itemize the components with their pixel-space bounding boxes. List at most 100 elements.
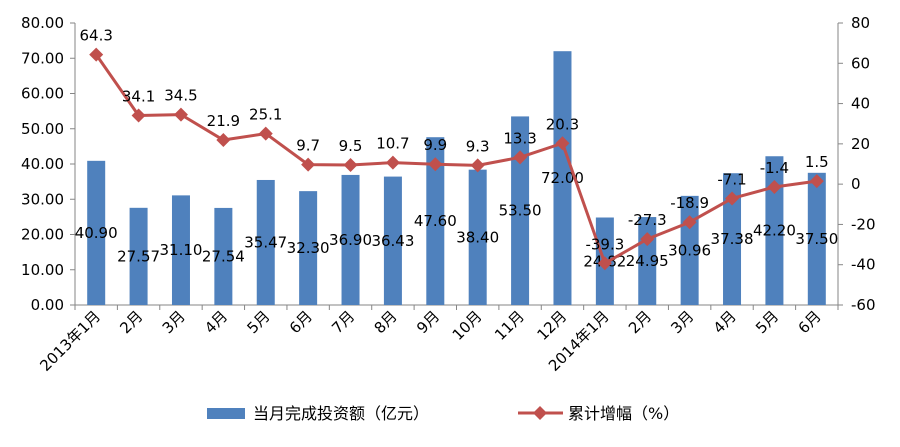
legend-line-label: 累计增幅（%） (568, 404, 679, 423)
bar (426, 137, 445, 305)
legend-bar-label: 当月完成投资额（亿元） (253, 404, 429, 423)
legend-line-marker (533, 406, 547, 420)
line-data-label: 9.7 (296, 137, 320, 155)
bar (553, 51, 572, 306)
line-data-labels: 64.3 34.1 34.5 21.9 25.1 9.7 9.5 10.7 9.9 9.3 13.3… (79, 27, 828, 254)
line-marker (809, 174, 824, 189)
x-tick-label: 6月 (795, 307, 825, 337)
line-data-label: 34.5 (164, 87, 197, 105)
line-marker (385, 155, 400, 170)
bar (468, 169, 487, 305)
right-tick-label: 20 (851, 135, 870, 153)
bar-data-label: 37.50 (795, 230, 838, 248)
line-data-label: 64.3 (79, 27, 112, 45)
line-marker (131, 108, 146, 123)
x-tick-label: 10月 (449, 307, 486, 344)
bar-data-label: 53.50 (499, 202, 542, 220)
right-tick-label: -40 (851, 256, 876, 274)
right-tick-label: 80 (851, 14, 870, 32)
line-data-label: -39.3 (585, 235, 624, 253)
left-tick-label: 80.00 (21, 14, 64, 32)
line-data-label: -18.9 (670, 194, 709, 212)
line-data-label: 25.1 (249, 106, 282, 124)
bar (765, 156, 784, 305)
bar (723, 173, 742, 305)
left-tick-label: 60.00 (21, 85, 64, 103)
line-marker (555, 136, 570, 151)
bar (511, 116, 530, 305)
bar-data-label: 30.96 (668, 241, 711, 259)
bar (807, 172, 826, 305)
left-tick-label: 70.00 (21, 49, 64, 67)
bar-data-label: 36.43 (371, 232, 414, 250)
bar (87, 160, 106, 305)
line-data-label: 9.5 (339, 137, 363, 155)
bar-data-label: 27.54 (202, 247, 245, 265)
left-y-axis: 0.00 10.00 20.00 30.00 40.00 50.00 60.00 70.00 8… (21, 14, 75, 314)
x-tick-label: 2月 (116, 307, 146, 337)
line-data-label: -1.4 (760, 159, 789, 177)
line-marker (640, 232, 655, 247)
bar (256, 179, 275, 305)
line-marker (173, 107, 188, 122)
left-tick-label: 20.00 (21, 226, 64, 244)
x-tick-label: 3月 (159, 307, 189, 337)
x-tick-label: 5月 (752, 307, 782, 337)
line-marker (428, 157, 443, 172)
legend: 当月完成投资额（亿元） 累计增幅（%） (207, 404, 679, 423)
line-marker (597, 256, 612, 271)
x-tick-label: 5月 (243, 307, 273, 337)
line-marker (89, 47, 104, 62)
line-data-label: 21.9 (207, 112, 240, 130)
left-tick-label: 10.00 (21, 261, 64, 279)
right-y-axis: -60 -40 -20 0 20 40 60 80 (838, 14, 876, 314)
bar-data-label: 38.40 (456, 228, 499, 246)
left-tick-label: 40.00 (21, 155, 64, 173)
line-marker (682, 215, 697, 230)
line-marker (725, 191, 740, 206)
bar-data-label: 35.47 (244, 233, 287, 251)
bar-data-label: 32.30 (287, 239, 330, 257)
x-tick-label: 4月 (710, 307, 740, 337)
x-tick-label: 11月 (491, 307, 528, 344)
left-tick-label: 0.00 (31, 296, 64, 314)
line-marker (513, 150, 528, 165)
bar (383, 176, 402, 305)
line-data-label: 10.7 (376, 135, 409, 153)
bar (171, 195, 190, 305)
line-data-label: 9.3 (466, 137, 490, 155)
line-marker (301, 157, 316, 172)
right-tick-label: 0 (851, 175, 861, 193)
bar-data-label: 42.20 (753, 222, 796, 240)
x-tick-label: 4月 (201, 307, 231, 337)
left-tick-label: 50.00 (21, 120, 64, 138)
bar (214, 207, 233, 305)
right-tick-label: -20 (851, 215, 876, 233)
legend-bar-swatch (207, 408, 245, 419)
line-data-label: -7.1 (717, 170, 746, 188)
line-data-label: 20.3 (546, 115, 579, 133)
x-tick-label: 2月 (625, 307, 655, 337)
bar-data-label: 36.90 (329, 231, 372, 249)
line-data-label: 13.3 (503, 129, 536, 147)
bar-data-label: 31.10 (159, 241, 202, 259)
bar (129, 207, 148, 305)
bar (299, 191, 318, 305)
line-marker (767, 179, 782, 194)
line-series (89, 47, 824, 271)
x-tick-label: 7月 (328, 307, 358, 337)
bar-data-label: 37.38 (711, 230, 754, 248)
line-data-label: -27.3 (628, 211, 667, 229)
bar-data-label: 40.90 (75, 224, 118, 242)
bar-data-label: 24.95 (626, 252, 669, 270)
right-tick-label: 60 (851, 54, 870, 72)
line-marker (470, 158, 485, 173)
right-tick-label: 40 (851, 95, 870, 113)
line-marker (343, 158, 358, 173)
line-marker (258, 126, 273, 141)
line-data-label: 9.9 (423, 136, 447, 154)
line-data-label: 1.5 (805, 153, 829, 171)
line-path (94, 53, 818, 265)
